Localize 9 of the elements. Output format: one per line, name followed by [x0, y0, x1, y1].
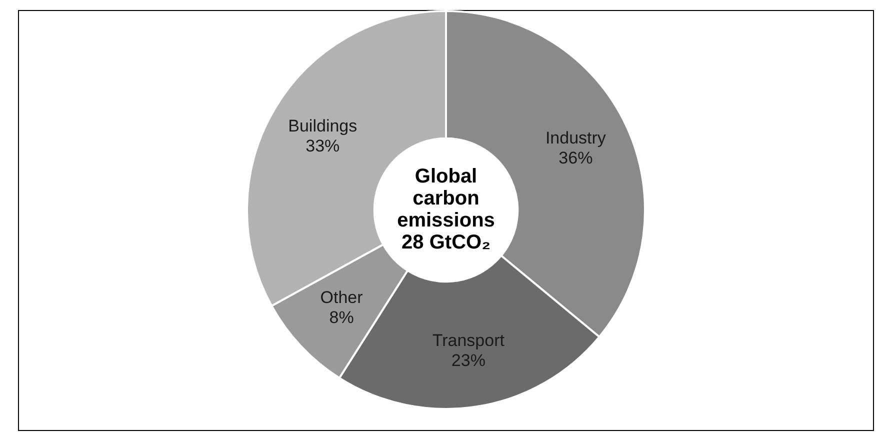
slice-label: Industry [545, 128, 606, 148]
data-label: 8% [329, 308, 354, 327]
data-label: 23% [451, 351, 486, 370]
slice-label: Other [320, 288, 364, 307]
slice-label: Transport [432, 331, 505, 350]
text: Global carbon emissions 28 GtCO₂ [397, 166, 495, 254]
slice-label: Buildings [288, 116, 358, 136]
data-label: 36% [558, 148, 593, 168]
data-label: 33% [306, 136, 340, 156]
